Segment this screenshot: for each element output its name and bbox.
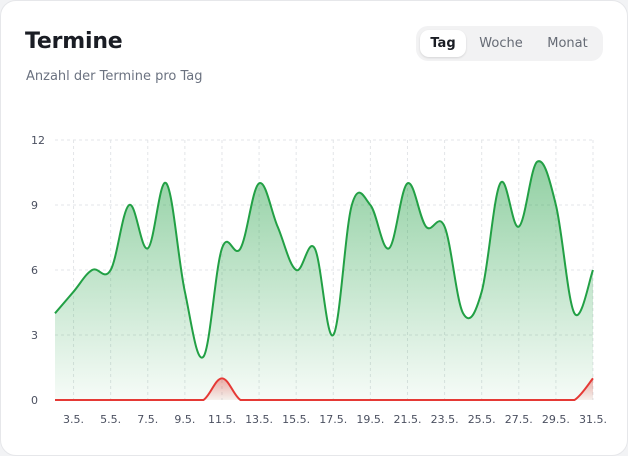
series-line-1 [55, 377, 594, 401]
x-tick-label: 31.5. [579, 413, 607, 426]
x-tick-label: 21.5. [393, 413, 421, 426]
x-tick-label: 29.5. [542, 413, 570, 426]
x-tick-label: 13.5. [245, 413, 273, 426]
x-tick-label: 23.5. [431, 413, 459, 426]
y-tick-label: 12 [31, 134, 45, 147]
x-tick-label: 27.5. [505, 413, 533, 426]
period-segmented-control: Tag Woche Monat [416, 26, 603, 61]
x-tick-label: 9.5. [174, 413, 195, 426]
y-tick-label: 9 [31, 199, 38, 212]
x-tick-label: 11.5. [208, 413, 236, 426]
x-tick-label: 25.5. [468, 413, 496, 426]
x-tick-label: 5.5. [100, 413, 121, 426]
card-subtitle: Anzahl der Termine pro Tag [26, 69, 203, 84]
x-axis-ticks: 3.5. 5.5. 7.5. 9.5. 11.5. 13.5. 15.5. 17.5. 19.5… [63, 413, 607, 426]
y-axis-ticks: 0 3 6 9 12 [31, 134, 45, 407]
tab-day[interactable]: Tag [420, 30, 466, 57]
x-tick-label: 7.5. [137, 413, 158, 426]
series-area-0 [55, 161, 593, 400]
series-line-0 [54, 160, 594, 359]
y-tick-label: 0 [31, 394, 38, 407]
x-tick-label: 17.5. [319, 413, 347, 426]
chart-series [54, 160, 594, 401]
x-tick-label: 19.5. [356, 413, 384, 426]
x-tick-label: 15.5. [282, 413, 310, 426]
y-tick-label: 6 [31, 264, 38, 277]
card-title: Termine [25, 29, 123, 54]
x-tick-label: 3.5. [63, 413, 84, 426]
y-tick-label: 3 [31, 329, 38, 342]
tab-month[interactable]: Monat [547, 36, 588, 51]
tab-week[interactable]: Woche [479, 36, 523, 51]
